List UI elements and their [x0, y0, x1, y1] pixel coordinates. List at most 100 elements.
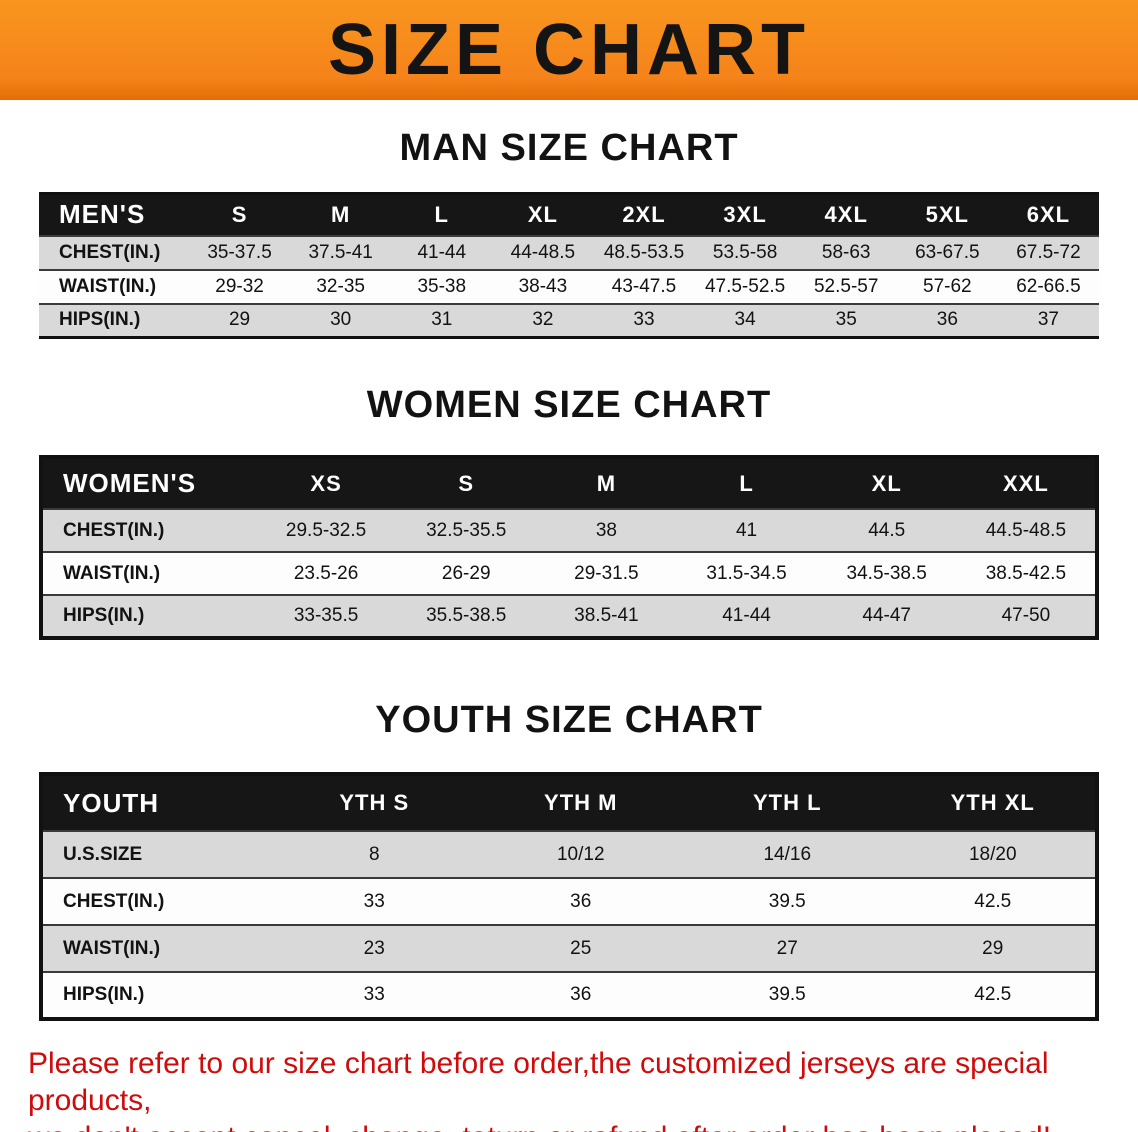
size-header-row: YOUTH YTH S YTH M YTH L YTH XL — [41, 774, 1097, 831]
size-header-cell: M — [596, 470, 617, 496]
size-value-cell: 37 — [1037, 309, 1059, 331]
measurement-row: CHEST(IN.) 29.5-32.5 32.5-35.5 38 41 44.5 44.5… — [41, 509, 1097, 552]
women-size-table: WOMEN'S XS S M L XL XXL CHEST(IN.) 29.5-32.5 32.5… — [39, 455, 1099, 640]
disclaimer: Please refer to our size chart before or… — [0, 1045, 1138, 1132]
women-section-heading: WOMEN SIZE CHART — [366, 384, 772, 426]
size-value-cell: 29-32 — [215, 275, 264, 297]
size-value-cell: 38 — [595, 519, 617, 541]
size-value-cell: 41-44 — [722, 605, 771, 626]
measurement-row: HIPS(IN.) 33-35.5 35.5-38.5 38.5-41 41-44 44-… — [41, 595, 1097, 638]
size-value-cell: 41 — [735, 519, 758, 541]
size-value-cell: 39.5 — [768, 984, 806, 1005]
size-value-cell: 36 — [570, 984, 592, 1005]
size-value-cell: 34.5-38.5 — [846, 562, 927, 584]
men-size-table: MEN'S S M L XL 2XL 3XL 4XL 5XL 6XL CHEST(IN.) 35-37… — [39, 192, 1099, 339]
size-value-cell: 30 — [330, 309, 352, 331]
size-value-cell: 38.5-42.5 — [985, 562, 1067, 584]
size-value-cell: 42.5 — [974, 890, 1012, 912]
measurement-label-cell: WAIST(IN.) — [63, 562, 161, 584]
size-value-cell: 29 — [228, 309, 251, 331]
size-header-cell: 6XL — [1026, 201, 1071, 227]
size-value-cell: 53.5-58 — [712, 241, 778, 263]
measurement-label-cell: U.S.SIZE — [63, 843, 143, 865]
size-value-cell: 33-35.5 — [293, 605, 359, 626]
measurement-row: U.S.SIZE 8 10/12 14/16 18/20 — [41, 831, 1097, 878]
men-size-section: MAN SIZE CHART MEN'S S M L XL 2XL 3XL 4XL 5XL 6XL… — [0, 126, 1138, 339]
size-value-cell: 33 — [363, 984, 385, 1005]
size-value-cell: 10/12 — [556, 843, 605, 865]
size-value-cell: 62-66.5 — [1016, 275, 1081, 297]
size-value-cell: 23.5-26 — [293, 562, 359, 584]
measurement-label-cell: CHEST(IN.) — [59, 241, 161, 263]
size-value-cell: 29-31.5 — [574, 562, 639, 584]
size-header-cell: XL — [527, 201, 558, 227]
size-value-cell: 27 — [776, 937, 798, 959]
measurement-row: HIPS(IN.) 29 30 31 32 33 34 35 36 37 — [39, 303, 1099, 338]
size-value-cell: 18/20 — [968, 843, 1017, 865]
measurement-label-cell: CHEST(IN.) — [63, 519, 165, 541]
size-value-cell: 48.5-53.5 — [603, 241, 685, 263]
size-value-cell: 44-47 — [862, 605, 911, 626]
size-value-cell: 35 — [835, 309, 857, 331]
size-header-cell: YTH S — [339, 790, 410, 815]
size-value-cell: 41-44 — [417, 241, 467, 263]
table-title-cell: WOMEN'S — [63, 468, 197, 498]
size-value-cell: 39.5 — [768, 890, 806, 912]
table-title-cell: MEN'S — [59, 199, 146, 230]
size-value-cell: 29.5-32.5 — [285, 519, 367, 541]
measurement-label-cell: WAIST(IN.) — [59, 275, 157, 297]
size-value-cell: 29 — [982, 937, 1004, 959]
size-value-cell: 33 — [633, 309, 655, 331]
size-chart-banner: SIZE CHART — [0, 0, 1138, 100]
measurement-label-cell: CHEST(IN.) — [63, 890, 165, 912]
size-value-cell: 37.5-41 — [308, 241, 373, 263]
size-value-cell: 35-38 — [417, 275, 467, 297]
size-header-cell: 2XL — [622, 201, 666, 227]
size-header-cell: YTH M — [544, 790, 618, 815]
size-header-cell: YTH L — [752, 790, 822, 815]
size-value-cell: 32 — [532, 309, 554, 331]
size-header-cell: 3XL — [723, 201, 767, 227]
size-value-cell: 44-48.5 — [510, 241, 576, 263]
size-value-cell: 44.5-48.5 — [985, 519, 1067, 541]
disclaimer-line-2: we don't accept cancel, change, teturn o… — [28, 1119, 1110, 1132]
size-value-cell: 36 — [570, 890, 592, 912]
size-value-cell: 47-50 — [1001, 605, 1051, 626]
size-header-cell: YTH XL — [950, 790, 1035, 815]
size-value-cell: 31 — [431, 309, 453, 331]
size-header-cell: M — [331, 201, 351, 227]
size-value-cell: 35-37.5 — [207, 241, 272, 263]
size-value-cell: 31.5-34.5 — [706, 562, 787, 584]
size-value-cell: 33 — [363, 890, 385, 912]
size-value-cell: 67.5-72 — [1016, 241, 1081, 263]
measurement-row: CHEST(IN.) 35-37.5 37.5-41 41-44 44-48.5 48.5… — [39, 235, 1099, 270]
disclaimer-line-1: Please refer to our size chart before or… — [28, 1047, 1049, 1117]
measurement-label-cell: HIPS(IN.) — [63, 605, 145, 626]
size-value-cell: 32.5-35.5 — [426, 519, 507, 541]
size-value-cell: 52.5-57 — [813, 275, 879, 297]
size-header-cell: XXL — [1002, 470, 1049, 496]
size-header-cell: S — [458, 470, 475, 496]
size-value-cell: 23 — [363, 937, 385, 959]
size-header-cell: S — [231, 201, 248, 227]
size-header-row: WOMEN'S XS S M L XL XXL — [41, 457, 1097, 509]
size-value-cell: 38.5-41 — [574, 605, 639, 626]
size-value-cell: 63-67.5 — [915, 241, 980, 263]
page-title: SIZE CHART — [328, 10, 810, 90]
measurement-label-cell: HIPS(IN.) — [59, 309, 141, 331]
measurement-row: CHEST(IN.) 33 36 39.5 42.5 — [41, 878, 1097, 925]
youth-section-heading: YOUTH SIZE CHART — [375, 699, 763, 741]
measurement-row: HIPS(IN.) 33 36 39.5 42.5 — [41, 972, 1097, 1019]
youth-size-section: YOUTH SIZE CHART YOUTH YTH S YTH M YTH L YTH… — [0, 698, 1138, 1021]
size-value-cell: 8 — [368, 843, 380, 865]
size-value-cell: 34 — [734, 309, 756, 331]
size-header-cell: L — [739, 470, 754, 496]
measurement-label-cell: WAIST(IN.) — [63, 937, 161, 959]
size-header-cell: 5XL — [925, 201, 969, 227]
size-value-cell: 44.5 — [868, 519, 906, 541]
size-header-row: MEN'S S M L XL 2XL 3XL 4XL 5XL 6XL — [39, 193, 1099, 236]
size-value-cell: 43-47.5 — [611, 275, 677, 297]
size-value-cell: 25 — [570, 937, 592, 959]
size-value-cell: 14/16 — [763, 843, 812, 865]
